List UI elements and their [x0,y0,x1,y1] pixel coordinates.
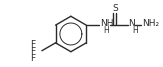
Text: F: F [30,54,36,63]
Text: F: F [30,40,36,49]
Text: F: F [30,47,36,56]
Text: H: H [132,26,138,35]
Text: N: N [129,19,135,28]
Text: H: H [104,26,109,35]
Text: NH: NH [100,19,113,28]
Text: NH₂: NH₂ [142,19,159,28]
Text: S: S [112,4,118,13]
